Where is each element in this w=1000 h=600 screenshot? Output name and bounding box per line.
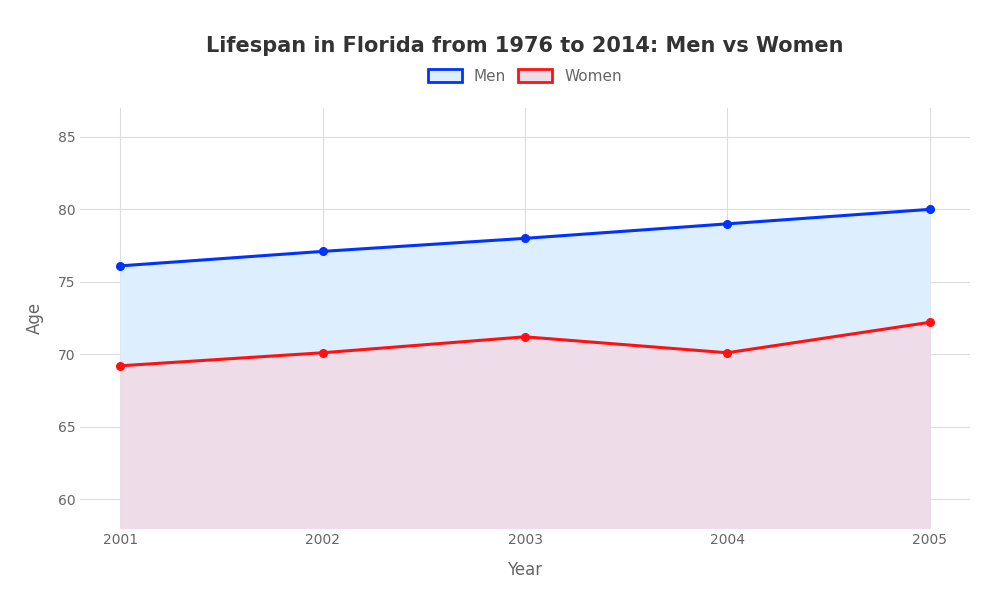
Title: Lifespan in Florida from 1976 to 2014: Men vs Women: Lifespan in Florida from 1976 to 2014: M… [206, 37, 844, 56]
Legend: Men, Women: Men, Women [420, 61, 630, 91]
X-axis label: Year: Year [507, 561, 543, 579]
Y-axis label: Age: Age [26, 302, 44, 334]
